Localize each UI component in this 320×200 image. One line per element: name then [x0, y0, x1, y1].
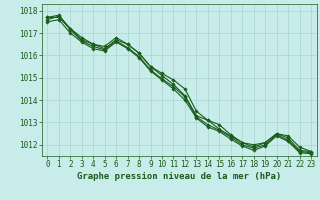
- X-axis label: Graphe pression niveau de la mer (hPa): Graphe pression niveau de la mer (hPa): [77, 172, 281, 181]
